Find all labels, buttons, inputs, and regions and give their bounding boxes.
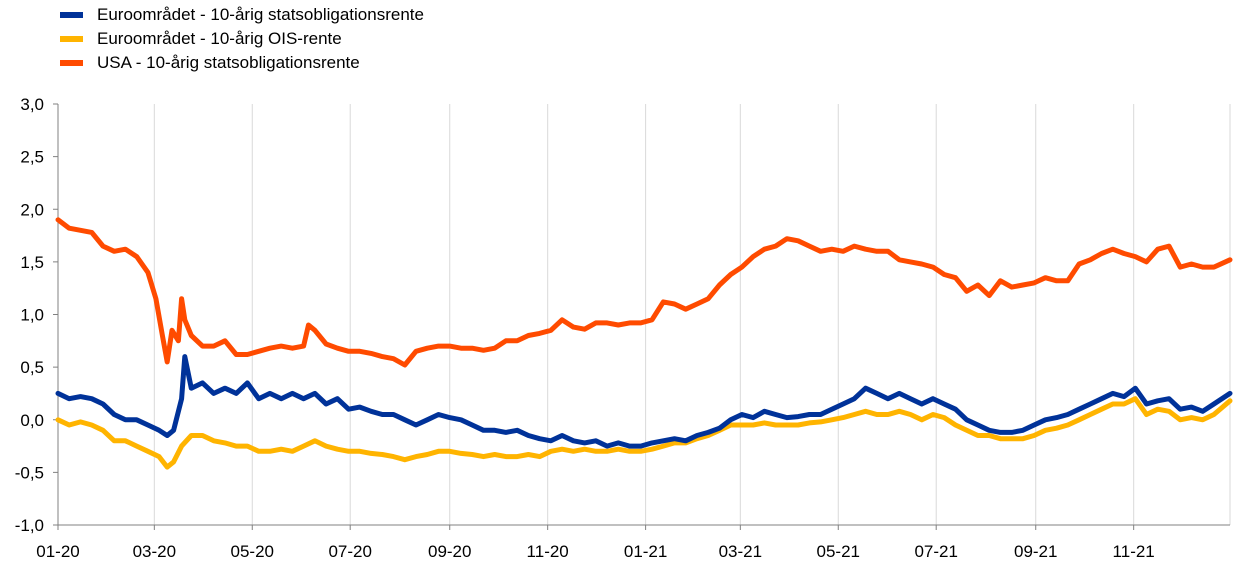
y-tick-label: 0,5: [20, 358, 44, 377]
series-lines: [55, 217, 1233, 470]
legend-swatch: [60, 60, 83, 66]
legend-label: Euroområdet - 10-årig statsobligationsre…: [97, 5, 424, 24]
x-tick-labels: 01-20 03-20 05-20 07-20 09-20 11-20 01-21 03-21…: [36, 542, 1155, 561]
series-line-2: [55, 217, 1233, 368]
legend-swatch: [60, 36, 83, 42]
x-tick-label: 07-21: [914, 542, 957, 561]
y-tick-label: 3,0: [20, 95, 44, 114]
y-tick-label: 1,0: [20, 306, 44, 325]
x-tick-label: 11-21: [1113, 542, 1155, 561]
series-line-0: [55, 354, 1233, 449]
y-tick-label: 2,0: [20, 200, 44, 219]
legend-swatch: [60, 12, 83, 18]
x-tick-label: 09-21: [1014, 542, 1057, 561]
y-tick-label: 0,0: [20, 411, 44, 430]
x-tick-label: 05-21: [817, 542, 860, 561]
x-tick-label: 11-20: [527, 542, 569, 561]
x-tick-label: 05-20: [231, 542, 274, 561]
legend-label: Euroområdet - 10-årig OIS-rente: [97, 29, 342, 48]
x-tick-label: 09-20: [428, 542, 471, 561]
x-tick-label: 03-21: [719, 542, 762, 561]
legend-item: USA - 10-årig statsobligationsrente: [60, 51, 424, 75]
y-tick-label: -0,5: [15, 463, 44, 482]
y-tick-label: -1,0: [15, 516, 44, 535]
x-tick-label: 01-21: [624, 542, 667, 561]
y-tick-label: 2,5: [20, 148, 44, 167]
legend-item: Euroområdet - 10-årig OIS-rente: [60, 27, 424, 51]
grid-lines: [153, 104, 1231, 525]
series-line-1: [55, 396, 1233, 470]
axes: [53, 103, 1230, 530]
x-tick-label: 01-20: [36, 542, 79, 561]
y-tick-labels: -1,0 -0,5 0,0 0,5 1,0 1,5 2,0 2,5 3,0: [15, 95, 44, 535]
legend-item: Euroområdet - 10-årig statsobligationsre…: [60, 3, 424, 27]
y-tick-label: 1,5: [20, 253, 44, 272]
chart-legend: Euroområdet - 10-årig statsobligationsre…: [60, 3, 424, 75]
x-tick-label: 03-20: [133, 542, 176, 561]
legend-label: USA - 10-årig statsobligationsrente: [97, 53, 360, 72]
x-tick-label: 07-20: [328, 542, 371, 561]
